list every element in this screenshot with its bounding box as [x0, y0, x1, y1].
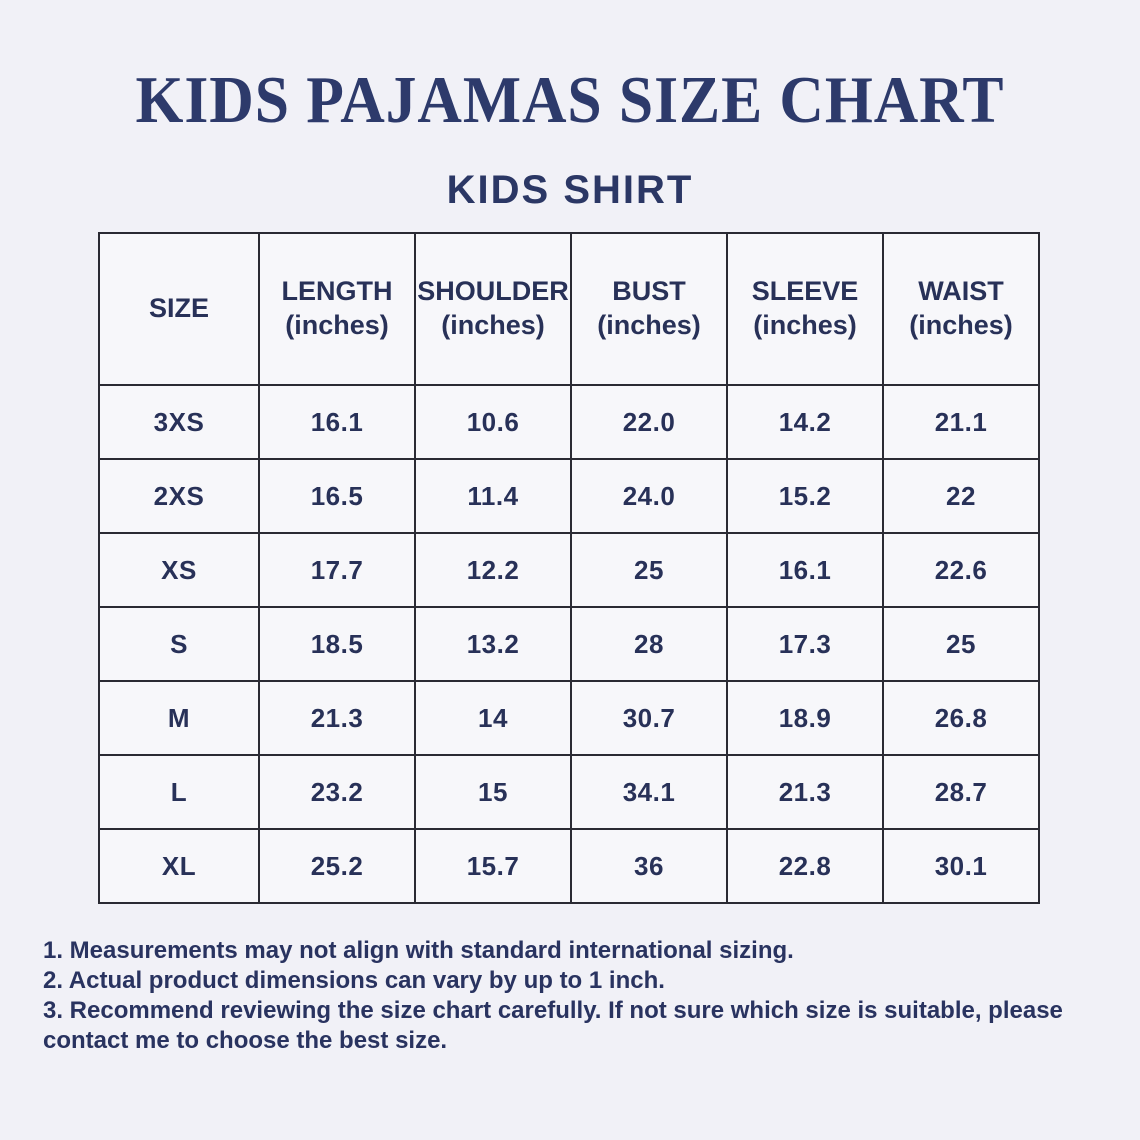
sleeve-cell: 15.2	[726, 458, 884, 534]
header-row: SIZE LENGTH (inches) SHOULDER (inches) B…	[98, 232, 1040, 386]
page-title: KIDS PAJAMAS SIZE CHART	[135, 63, 1005, 137]
sleeve-cell: 18.9	[726, 680, 884, 756]
shoulder-cell: 15	[414, 754, 572, 830]
bust-cell: 36	[570, 828, 728, 904]
column-unit: (inches)	[753, 310, 857, 340]
length-cell: 17.7	[258, 532, 416, 608]
size-cell: XS	[98, 532, 260, 608]
shoulder-cell: 13.2	[414, 606, 572, 682]
bust-cell: 24.0	[570, 458, 728, 534]
column-header-size: SIZE	[98, 232, 260, 386]
column-unit: (inches)	[909, 310, 1013, 340]
note-line-2: 2. Actual product dimensions can vary by…	[43, 967, 665, 994]
sleeve-cell: 22.8	[726, 828, 884, 904]
sleeve-cell: 17.3	[726, 606, 884, 682]
note-line-1: 1. Measurements may not align with stand…	[43, 937, 794, 964]
length-cell: 25.2	[258, 828, 416, 904]
column-label: BUST	[612, 276, 686, 307]
table-row-xs: XS 17.7 12.2 25 16.1 22.6	[98, 532, 1040, 608]
notes: 1. Measurements may not align with stand…	[43, 936, 1105, 1056]
table-row-xl: XL 25.2 15.7 36 22.8 30.1	[98, 828, 1040, 904]
column-unit: (inches)	[597, 310, 701, 340]
bust-cell: 34.1	[570, 754, 728, 830]
size-cell: 3XS	[98, 384, 260, 460]
size-cell: S	[98, 606, 260, 682]
length-cell: 18.5	[258, 606, 416, 682]
column-header-sleeve: SLEEVE (inches)	[726, 232, 884, 386]
table-row-m: M 21.3 14 30.7 18.9 26.8	[98, 680, 1040, 756]
size-cell: 2XS	[98, 458, 260, 534]
note-line-3: 3. Recommend reviewing the size chart ca…	[43, 997, 1063, 1054]
table-row-l: L 23.2 15 34.1 21.3 28.7	[98, 754, 1040, 830]
sleeve-cell: 14.2	[726, 384, 884, 460]
column-label: SHOULDER	[417, 276, 569, 307]
waist-cell: 22.6	[882, 532, 1040, 608]
column-label: SIZE	[148, 293, 209, 324]
waist-cell: 21.1	[882, 384, 1040, 460]
shoulder-cell: 14	[414, 680, 572, 756]
column-label: SLEEVE	[751, 276, 859, 307]
size-cell: L	[98, 754, 260, 830]
column-label: LENGTH	[281, 276, 393, 307]
shoulder-cell: 11.4	[414, 458, 572, 534]
length-cell: 21.3	[258, 680, 416, 756]
column-unit: (inches)	[441, 310, 545, 340]
table-row-2xs: 2XS 16.5 11.4 24.0 15.2 22	[98, 458, 1040, 534]
waist-cell: 26.8	[882, 680, 1040, 756]
sleeve-cell: 16.1	[726, 532, 884, 608]
length-cell: 16.5	[258, 458, 416, 534]
waist-cell: 30.1	[882, 828, 1040, 904]
size-chart-table: SIZE LENGTH (inches) SHOULDER (inches) B…	[98, 232, 1040, 904]
bust-cell: 25	[570, 532, 728, 608]
table-row-s: S 18.5 13.2 28 17.3 25	[98, 606, 1040, 682]
waist-cell: 22	[882, 458, 1040, 534]
bust-cell: 22.0	[570, 384, 728, 460]
column-header-shoulder: SHOULDER (inches)	[414, 232, 572, 386]
page-subtitle: KIDS SHIRT	[446, 168, 694, 212]
size-cell: M	[98, 680, 260, 756]
length-cell: 16.1	[258, 384, 416, 460]
bust-cell: 28	[570, 606, 728, 682]
length-cell: 23.2	[258, 754, 416, 830]
waist-cell: 28.7	[882, 754, 1040, 830]
shoulder-cell: 12.2	[414, 532, 572, 608]
shoulder-cell: 15.7	[414, 828, 572, 904]
column-header-length: LENGTH (inches)	[258, 232, 416, 386]
table-row-3xs: 3XS 16.1 10.6 22.0 14.2 21.1	[98, 384, 1040, 460]
waist-cell: 25	[882, 606, 1040, 682]
column-header-bust: BUST (inches)	[570, 232, 728, 386]
column-unit: (inches)	[285, 310, 389, 340]
sleeve-cell: 21.3	[726, 754, 884, 830]
size-cell: XL	[98, 828, 260, 904]
bust-cell: 30.7	[570, 680, 728, 756]
shoulder-cell: 10.6	[414, 384, 572, 460]
column-label: WAIST	[918, 276, 1004, 307]
column-header-waist: WAIST (inches)	[882, 232, 1040, 386]
